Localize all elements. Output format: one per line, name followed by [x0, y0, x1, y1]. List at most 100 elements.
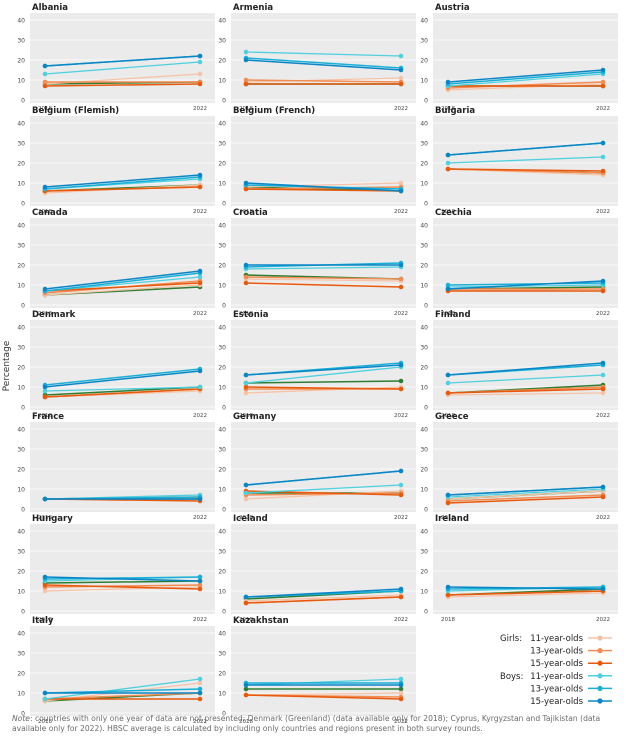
data-point-b11: [42, 388, 48, 394]
y-tick-label: 20: [17, 263, 25, 270]
series-line-g15: [447, 388, 604, 394]
data-point-avg: [243, 686, 249, 692]
panel-title-austria: Austria: [435, 3, 470, 13]
series-line-g11: [447, 592, 604, 598]
y-tick-label: 20: [17, 58, 25, 65]
y-tick-label: 20: [17, 569, 25, 576]
data-point-b15: [42, 690, 48, 696]
data-point-b11: [398, 53, 404, 59]
data-point-b11: [243, 490, 249, 496]
y-tick-label: 0: [424, 507, 428, 514]
x-tick-label: 2022: [193, 617, 207, 623]
panel-background-italy: [30, 626, 215, 716]
y-tick-label: 0: [424, 201, 428, 208]
panel-background-denmark: [30, 320, 215, 410]
series-line-b15: [447, 586, 604, 590]
y-tick-label: 20: [218, 161, 226, 168]
data-point-b15: [398, 67, 404, 73]
y-tick-label: 30: [17, 345, 25, 352]
y-tick-label: 40: [218, 325, 226, 332]
data-point-g15: [243, 600, 249, 606]
y-tick-label: 0: [424, 609, 428, 616]
y-tick-label: 10: [218, 691, 226, 698]
series-line-b15: [447, 280, 604, 290]
series-line-b13: [447, 282, 604, 286]
panel-title-canada: Canada: [32, 208, 68, 218]
legend-swatch-point-g11: [597, 635, 603, 641]
data-point-g15: [243, 81, 249, 87]
data-point-g15: [398, 386, 404, 392]
legend-label-b11: 11-year-olds: [530, 672, 583, 682]
data-point-g15: [197, 586, 203, 592]
y-tick-label: 20: [420, 467, 428, 474]
y-tick-label: 10: [420, 589, 428, 596]
y-tick-label: 30: [218, 549, 226, 556]
y-tick-label: 10: [17, 283, 25, 290]
y-tick-label: 10: [420, 487, 428, 494]
panel-background-bulgaria: [433, 116, 618, 206]
series-line-g11: [245, 490, 402, 500]
series-line-g11: [245, 594, 402, 602]
data-point-b15: [600, 360, 606, 366]
y-tick-label: 40: [218, 631, 226, 638]
panel-background-iceland: [231, 524, 416, 614]
y-tick-label: 30: [218, 345, 226, 352]
series-line-g15: [245, 386, 402, 390]
data-point-b15: [197, 496, 203, 502]
series-line-g15: [44, 83, 201, 87]
data-point-g11: [398, 75, 404, 81]
data-point-b15: [398, 468, 404, 474]
series-line-b11: [447, 156, 604, 164]
y-tick-label: 0: [222, 98, 226, 105]
panel-background-germany: [231, 422, 416, 512]
data-point-b15: [600, 484, 606, 490]
series-line-b11: [447, 488, 604, 498]
legend-label-b13: 13-year-olds: [530, 684, 583, 694]
data-point-b15: [243, 180, 249, 186]
panel-title-croatia: Croatia: [233, 208, 268, 218]
x-tick-label: 2022: [596, 413, 610, 419]
y-tick-label: 0: [21, 711, 25, 718]
x-tick-label: 2018: [239, 413, 253, 419]
y-tick-label: 10: [17, 487, 25, 494]
series-line-b13: [44, 176, 201, 190]
data-point-g11: [197, 71, 203, 77]
legend-swatch-point-g13: [597, 648, 603, 654]
series-line-b13: [245, 57, 402, 69]
y-tick-label: 20: [420, 58, 428, 65]
data-point-b11: [398, 482, 404, 488]
series-line-b11: [245, 266, 402, 270]
series-line-g15: [44, 282, 201, 292]
series-line-g13: [245, 79, 402, 83]
data-point-b11: [197, 274, 203, 280]
x-tick-label: 2022: [193, 515, 207, 521]
data-point-avg: [398, 378, 404, 384]
series-line-avg: [245, 380, 402, 384]
y-tick-label: 10: [17, 589, 25, 596]
legend-swatch-point-b13: [597, 685, 603, 692]
y-tick-label: 0: [424, 405, 428, 412]
legend-label-g11: 11-year-olds: [530, 634, 583, 644]
data-point-b15: [197, 578, 203, 584]
data-point-g15: [600, 494, 606, 500]
y-tick-label: 20: [17, 467, 25, 474]
data-point-b15: [398, 586, 404, 592]
x-tick-label: 2018: [441, 515, 455, 521]
data-point-g15: [398, 81, 404, 87]
data-point-b15: [398, 362, 404, 368]
x-tick-label: 2018: [38, 617, 52, 623]
series-line-b15: [44, 174, 201, 188]
y-tick-label: 0: [21, 201, 25, 208]
y-tick-label: 20: [420, 161, 428, 168]
series-line-g15: [447, 168, 604, 172]
series-line-b15: [44, 370, 201, 388]
data-point-b11: [398, 676, 404, 682]
legend-swatch-point-b11: [597, 673, 603, 679]
panel-background-kazakhstan: [231, 626, 416, 716]
x-tick-label: 2022: [193, 209, 207, 215]
y-tick-label: 30: [420, 447, 428, 454]
y-tick-label: 30: [420, 549, 428, 556]
data-point-g15: [600, 288, 606, 294]
data-point-b15: [600, 586, 606, 592]
data-point-g11: [42, 588, 48, 594]
